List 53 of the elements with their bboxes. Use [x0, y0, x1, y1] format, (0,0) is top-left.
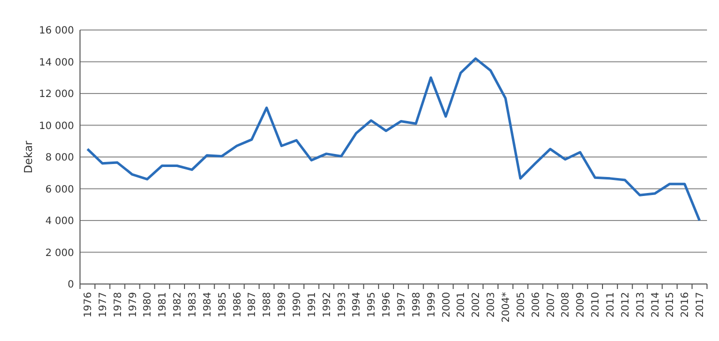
y-tick-label: 8 000	[45, 152, 74, 164]
y-tick-label: 4 000	[45, 216, 74, 227]
y-axis-title: Dekar	[22, 140, 35, 174]
x-tick-label: 1986	[232, 292, 244, 318]
x-tick-label: 2014	[650, 292, 662, 318]
line-series	[86, 57, 701, 222]
x-tick-label: 1983	[187, 292, 198, 318]
x-tick-label: 1997	[396, 292, 408, 318]
y-tick-label: 16 000	[39, 26, 74, 36]
x-tick-label: 2008	[560, 292, 572, 318]
x-tick-label: 2007	[546, 292, 557, 318]
x-tick-label: 1994	[352, 292, 363, 318]
x-tick-label: 1991	[306, 292, 318, 318]
x-tick-label: 1982	[172, 292, 184, 318]
x-tick-label: 2000	[441, 292, 452, 318]
y-tick-label: 0	[68, 280, 74, 290]
x-tick-label: 2015	[665, 292, 676, 318]
x-tick-label: 2011	[605, 292, 616, 318]
x-tick-label: 1987	[247, 292, 258, 318]
x-tick-label: 1992	[322, 292, 333, 318]
y-tick-label: 12 000	[39, 89, 74, 100]
x-tick-label: 1999	[426, 292, 438, 318]
x-tick-label: 1998	[411, 292, 422, 318]
x-tick-label: 1976	[82, 292, 94, 318]
y-tick-label: 2 000	[45, 248, 74, 259]
x-tick-label: 2002	[471, 292, 482, 318]
x-tick-label: 1995	[366, 292, 378, 318]
x-tick-label: 2004*	[500, 292, 512, 322]
x-tick-label: 2017	[695, 292, 706, 318]
x-tick-label: 2010	[590, 292, 602, 318]
x-tick-label: 1977	[98, 292, 109, 318]
x-tick-label: 1989	[277, 292, 288, 318]
x-tick-label: 2012	[620, 292, 632, 318]
y-tick-label: 6 000	[45, 184, 74, 196]
x-tick-label: 2003	[486, 292, 498, 318]
x-tick-label: 2013	[635, 292, 646, 318]
x-tick-label: 1990	[292, 292, 303, 318]
x-tick-label: 2005	[516, 292, 527, 318]
x-tick-label: 2009	[576, 292, 587, 318]
x-tick-label: 1981	[158, 292, 169, 318]
x-tick-label: 2006	[530, 292, 542, 318]
x-tick-label: 2001	[456, 292, 468, 318]
x-tick-label: 1993	[336, 292, 348, 318]
x-tick-label: 1979	[128, 292, 139, 318]
x-tick-label: 1980	[142, 292, 154, 318]
x-tick-label: 1985	[217, 292, 228, 318]
x-tick-label: 1984	[202, 292, 214, 318]
x-tick-label: 1988	[262, 292, 274, 318]
x-tick-label: 2016	[680, 292, 692, 318]
y-tick-label: 10 000	[39, 120, 74, 132]
x-tick-label: 1996	[382, 292, 393, 318]
y-tick-label: 14 000	[39, 57, 74, 68]
x-tick-label: 1978	[112, 292, 124, 318]
